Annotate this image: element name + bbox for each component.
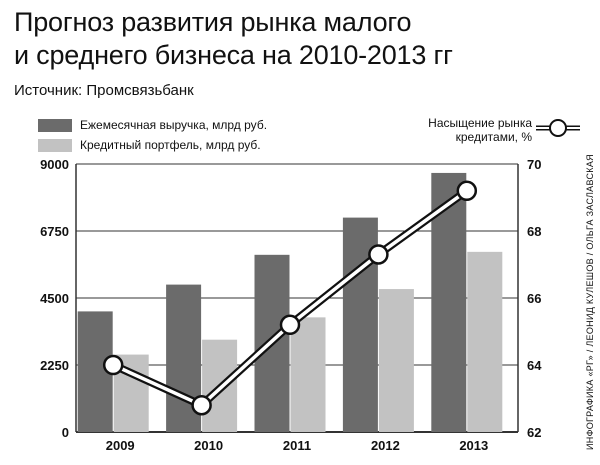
bar-portfolio	[378, 289, 414, 432]
saturation-point	[279, 314, 301, 336]
x-tick-label: 2009	[106, 438, 135, 453]
x-tick-label: 2010	[194, 438, 223, 453]
chart-title: Прогноз развития рынка малого и среднего…	[14, 6, 554, 72]
y-right-tick-label: 68	[527, 224, 541, 239]
y-left-tick-label: 9000	[40, 157, 69, 172]
saturation-point	[456, 180, 478, 202]
legend-revenue-swatch	[38, 118, 72, 132]
credit-text: ИНФОГРАФИКА «РГ» / ЛЕОНИД КУЛЕШОВ / ОЛЬГ…	[585, 154, 595, 450]
source-label: Источник: Промсвязьбанк	[14, 82, 194, 99]
legend-revenue: Ежемесячная выручка, млрд руб.	[38, 118, 267, 132]
y-left-tick-label: 6750	[40, 224, 69, 239]
x-tick-label: 2011	[283, 438, 311, 453]
legend-saturation-marker	[536, 119, 580, 137]
chart-title-line1: Прогноз развития рынка малого	[14, 7, 412, 37]
y-right-tick-label: 70	[527, 157, 541, 172]
x-tick-label: 2012	[371, 438, 400, 453]
y-right-tick-label: 66	[527, 291, 541, 306]
y-right-tick-label: 64	[527, 358, 542, 373]
legend-revenue-label: Ежемесячная выручка, млрд руб.	[80, 118, 268, 132]
bar-portfolio	[467, 251, 503, 432]
legend-portfolio: Кредитный портфель, млрд руб.	[38, 138, 261, 152]
y-left-tick-label: 0	[62, 425, 69, 440]
x-tick-label: 2013	[459, 438, 488, 453]
chart-title-line2: и среднего бизнеса на 2010-2013 гг	[14, 40, 453, 70]
legend-saturation-label-line2: кредитами, %	[455, 130, 532, 144]
legend-saturation-label-line1: Насыщение рынка	[428, 116, 532, 130]
y-right-tick-label: 62	[527, 425, 541, 440]
legend-saturation: Насыщение рынка кредитами, %	[382, 116, 532, 144]
saturation-point	[102, 354, 124, 376]
y-left-tick-label: 4500	[40, 291, 69, 306]
legend-portfolio-swatch	[38, 138, 72, 152]
y-left-tick-label: 2250	[40, 358, 69, 373]
legend-portfolio-label: Кредитный портфель, млрд руб.	[80, 138, 261, 152]
bar-portfolio	[290, 317, 326, 432]
saturation-point	[368, 244, 389, 265]
saturation-point	[191, 394, 212, 416]
